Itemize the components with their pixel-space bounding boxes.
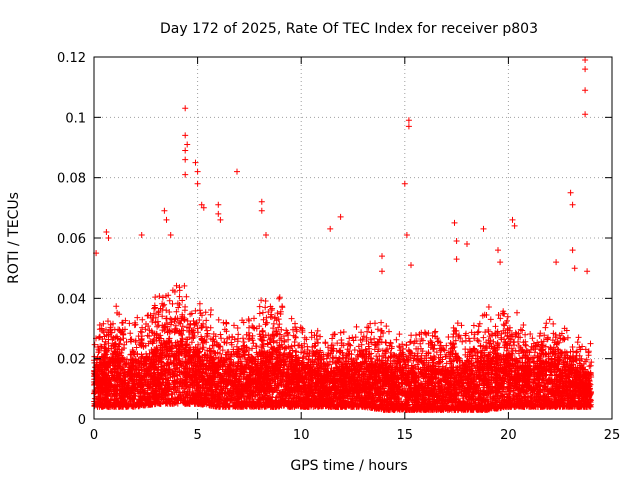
data-point	[542, 324, 549, 331]
data-point	[470, 322, 477, 329]
data-point	[249, 345, 256, 352]
data-point	[198, 322, 205, 329]
data-point	[514, 309, 520, 316]
data-point	[378, 319, 385, 326]
data-point	[96, 334, 102, 341]
data-point	[181, 282, 188, 289]
data-point	[497, 315, 504, 322]
data-point	[367, 336, 374, 343]
data-point	[215, 316, 222, 323]
data-point	[536, 333, 543, 339]
data-point	[233, 343, 240, 350]
data-point	[203, 317, 210, 324]
data-point	[393, 336, 400, 343]
data-point	[546, 316, 553, 323]
data-point	[458, 322, 465, 329]
data-point	[358, 329, 365, 336]
data-point	[276, 295, 283, 302]
data-point	[350, 337, 357, 344]
data-point	[256, 310, 263, 317]
data-point	[172, 322, 179, 329]
data-point	[276, 321, 283, 328]
data-point	[459, 338, 466, 345]
data-point	[270, 320, 277, 327]
data-point	[217, 331, 224, 338]
data-point	[184, 324, 190, 331]
data-points	[91, 57, 595, 413]
data-point	[151, 305, 158, 312]
data-point	[492, 323, 499, 330]
data-point	[297, 324, 304, 331]
data-point	[156, 293, 163, 300]
grid-lines	[94, 57, 612, 419]
data-point	[374, 326, 381, 333]
data-point	[169, 300, 176, 307]
data-point	[396, 343, 403, 350]
data-point	[159, 294, 166, 301]
data-point	[575, 334, 582, 341]
data-point	[475, 328, 482, 335]
data-point	[208, 307, 214, 313]
data-point	[159, 313, 166, 320]
data-point	[504, 313, 511, 320]
data-point	[519, 327, 526, 334]
data-point	[479, 312, 486, 319]
data-point	[475, 338, 482, 345]
data-point	[579, 343, 586, 350]
data-point	[166, 297, 173, 304]
data-point	[176, 293, 183, 300]
chart-title: Day 172 of 2025, Rate Of TEC Index for r…	[160, 21, 538, 37]
data-point	[182, 303, 189, 310]
data-point	[346, 341, 353, 348]
data-point	[292, 333, 299, 340]
data-point	[485, 304, 492, 310]
data-point	[520, 322, 527, 328]
data-point	[522, 331, 529, 338]
data-point	[235, 331, 242, 338]
data-point	[196, 300, 203, 307]
data-point	[340, 329, 347, 335]
data-point	[372, 320, 378, 327]
data-point	[113, 303, 120, 310]
data-point	[364, 328, 371, 335]
data-point	[360, 333, 367, 340]
data-point	[337, 329, 344, 336]
data-point	[550, 330, 557, 337]
data-point	[368, 329, 375, 336]
data-point	[495, 312, 502, 318]
data-point	[288, 315, 295, 322]
data-point	[386, 328, 392, 335]
data-point	[443, 342, 450, 349]
data-point	[543, 320, 550, 327]
data-point	[207, 324, 214, 331]
data-point	[574, 339, 581, 346]
data-point	[278, 326, 285, 333]
data-point	[262, 298, 269, 304]
data-point	[351, 347, 358, 353]
data-point	[353, 323, 360, 330]
data-point	[219, 347, 226, 354]
data-point	[137, 328, 144, 335]
data-point	[276, 294, 283, 301]
data-point	[433, 349, 440, 356]
data-point	[456, 332, 463, 339]
data-point	[474, 329, 481, 336]
data-point	[203, 324, 209, 330]
data-point	[184, 318, 191, 324]
data-point	[314, 327, 321, 334]
data-point	[396, 331, 403, 338]
data-point	[487, 316, 494, 323]
data-point	[179, 297, 186, 304]
